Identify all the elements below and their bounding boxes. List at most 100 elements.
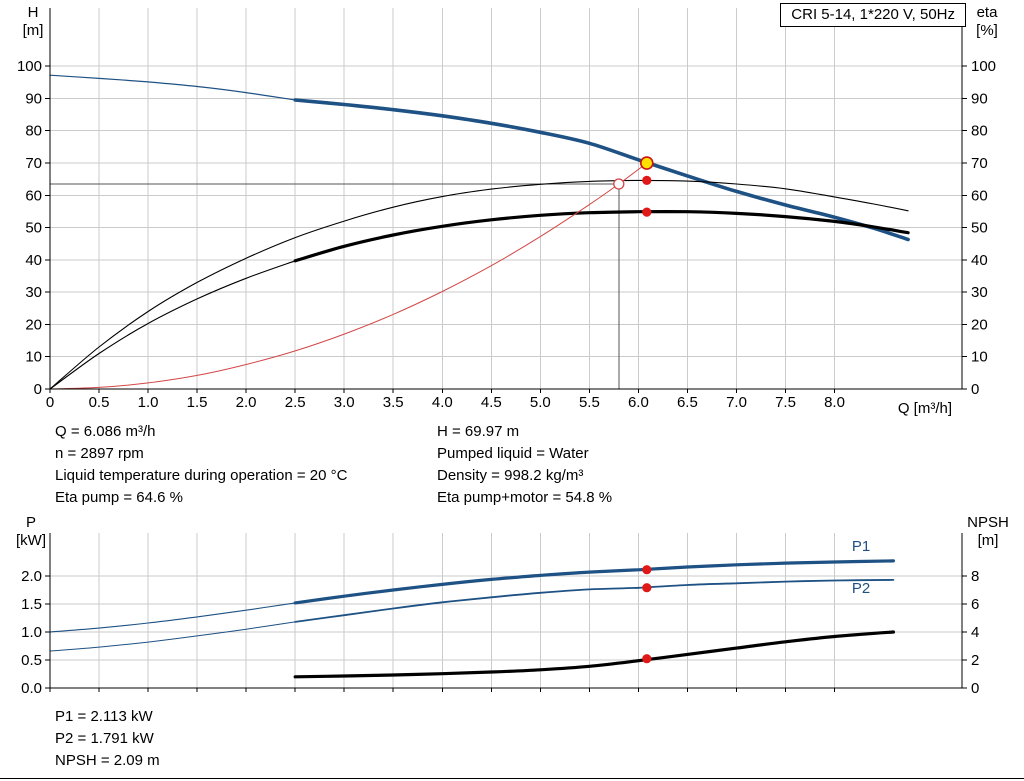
svg-text:6.5: 6.5: [677, 394, 698, 411]
svg-text:Q [m³/h]: Q [m³/h]: [898, 400, 952, 417]
svg-text:4.0: 4.0: [432, 394, 453, 411]
svg-text:1.0: 1.0: [21, 624, 42, 641]
svg-text:8: 8: [971, 568, 979, 585]
tick-labels: 0 0.5 1.0 1.5 2.0 2.5 3.0 3.5 4.0 4.5 5.0 5.5 6.0 6.5…: [17, 58, 996, 411]
info-head: H = 69.97 m: [437, 423, 520, 440]
svg-text:[%]: [%]: [976, 22, 998, 39]
svg-text:5.0: 5.0: [530, 394, 551, 411]
svg-text:10: 10: [971, 349, 988, 366]
svg-text:2: 2: [971, 652, 979, 669]
info-p1: P1 = 2.113 kW: [55, 708, 153, 725]
system-curve: [49, 162, 648, 390]
head-curve: [293, 98, 910, 242]
svg-text:60: 60: [25, 187, 42, 204]
svg-text:0.0: 0.0: [21, 680, 42, 697]
info-speed: n = 2897 rpm: [55, 445, 144, 462]
p1-curve: [293, 559, 895, 605]
curve-label-p2: P2: [852, 580, 870, 597]
qh-eta-chart: 0 0.5 1.0 1.5 2.0 2.5 3.0 3.5 4.0 4.5 5.0 5.5 6.0 6.5…: [17, 4, 999, 417]
info-liquid-temperature: Liquid temperature during operation = 20…: [55, 467, 348, 484]
svg-text:P: P: [26, 514, 36, 531]
svg-text:20: 20: [971, 316, 988, 333]
info-eta-pump: Eta pump = 64.6 %: [55, 489, 183, 506]
axis-titles: H[m] eta[%] Q [m³/h]: [23, 4, 999, 417]
svg-text:4: 4: [971, 624, 979, 641]
operating-point: [639, 156, 654, 170]
eta-pump-motor-curve-lead: [49, 260, 296, 390]
svg-text:40: 40: [971, 252, 988, 269]
grid-lines: [50, 8, 962, 389]
svg-text:0.5: 0.5: [89, 394, 110, 411]
axes: [45, 533, 967, 692]
svg-text:40: 40: [25, 252, 42, 269]
svg-text:3.0: 3.0: [334, 394, 355, 411]
tick-labels: 0.0 0.5 1.0 1.5 2.0 0 2 4 6 8: [21, 568, 979, 697]
eta-pump-duty-point: [642, 175, 652, 185]
duty-reference-lines: [50, 183, 620, 389]
power-info: P1 = 2.113 kW P2 = 1.791 kW NPSH = 2.09 …: [55, 706, 160, 772]
svg-text:50: 50: [971, 220, 988, 237]
qh-eta-chart-container: 0 0.5 1.0 1.5 2.0 2.5 3.0 3.5 4.0 4.5 5.0 5.5 6.0 6.5…: [17, 4, 999, 417]
p1-duty-point: [642, 565, 652, 575]
info-flow: Q = 6.086 m³/h: [55, 423, 156, 440]
svg-text:90: 90: [25, 90, 42, 107]
svg-text:H: H: [28, 4, 39, 21]
info-eta-pump-motor: Eta pump+motor = 54.8 %: [437, 489, 613, 506]
power-npsh-chart-container: 0.0 0.5 1.0 1.5 2.0 0 2 4 6 8 P [kW] NPSH [m] P1 P2: [0, 513, 1024, 703]
axis-titles: P[kW] NPSH[m]: [16, 514, 1009, 549]
p2-curve-lead: [49, 621, 296, 652]
svg-text:1.5: 1.5: [21, 596, 42, 613]
svg-text:2.5: 2.5: [285, 394, 306, 411]
eta-pump-motor-duty-point: [642, 207, 652, 217]
npsh-curve: [293, 630, 895, 679]
svg-text:70: 70: [25, 155, 42, 172]
svg-text:50: 50: [25, 220, 42, 237]
svg-text:7.0: 7.0: [726, 394, 747, 411]
svg-text:2.0: 2.0: [21, 568, 42, 585]
svg-text:70: 70: [971, 155, 988, 172]
svg-text:0: 0: [971, 381, 979, 398]
info-npsh: NPSH = 2.09 m: [55, 752, 160, 769]
svg-text:2.0: 2.0: [236, 394, 257, 411]
svg-text:1.5: 1.5: [187, 394, 208, 411]
svg-text:0: 0: [34, 381, 42, 398]
svg-text:1.0: 1.0: [138, 394, 159, 411]
svg-text:[m]: [m]: [978, 532, 999, 549]
eta-pump-motor-curve: [293, 209, 910, 263]
svg-text:100: 100: [17, 58, 42, 75]
duty-markers: [642, 565, 652, 664]
p1-curve-lead: [49, 602, 296, 633]
svg-text:[m]: [m]: [23, 22, 44, 39]
svg-text:6.0: 6.0: [628, 394, 649, 411]
duty-markers: [613, 156, 654, 217]
requested-duty-point: [613, 178, 625, 190]
p2-curve: [294, 579, 895, 623]
info-pumped-liquid: Pumped liquid = Water: [437, 445, 589, 462]
svg-text:90: 90: [971, 90, 988, 107]
info-p2: P2 = 1.791 kW: [55, 730, 154, 747]
svg-text:0: 0: [971, 680, 979, 697]
svg-text:NPSH: NPSH: [967, 514, 1009, 531]
svg-text:3.5: 3.5: [383, 394, 404, 411]
svg-text:eta: eta: [977, 4, 999, 21]
svg-text:8.0: 8.0: [824, 394, 845, 411]
svg-text:[kW]: [kW]: [16, 532, 46, 549]
info-density: Density = 998.2 kg/m³: [437, 467, 584, 484]
svg-text:0: 0: [46, 394, 54, 411]
head-curve-lead: [49, 74, 296, 101]
svg-text:4.5: 4.5: [481, 394, 502, 411]
axes: [45, 8, 967, 393]
pump-title-box: CRI 5-14, 1*220 V, 50Hz: [780, 3, 966, 27]
svg-text:100: 100: [971, 58, 996, 75]
curve-label-p1: P1: [852, 538, 870, 555]
svg-text:80: 80: [25, 123, 42, 140]
eta-pump-curve: [49, 179, 909, 390]
duty-info-right: H = 69.97 m Pumped liquid = Water Densit…: [437, 421, 612, 509]
svg-text:6: 6: [971, 596, 979, 613]
svg-text:0.5: 0.5: [21, 652, 42, 669]
svg-text:30: 30: [971, 284, 988, 301]
svg-text:5.5: 5.5: [579, 394, 600, 411]
svg-text:20: 20: [25, 316, 42, 333]
svg-text:7.5: 7.5: [775, 394, 796, 411]
